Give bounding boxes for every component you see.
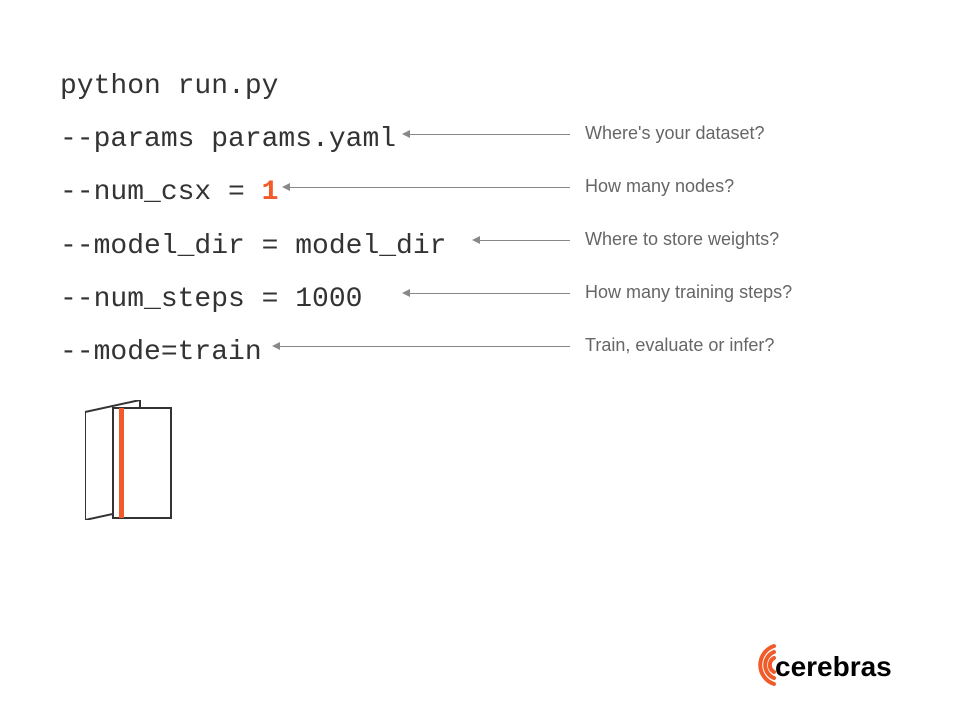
arrow-head-a3	[472, 236, 480, 244]
arrow-head-a2	[282, 183, 290, 191]
code-line-1: python run.py	[60, 60, 446, 113]
annotation-a2: How many nodes?	[585, 176, 734, 197]
code-line-5: --num_steps = 1000	[60, 273, 446, 326]
arrow-head-a5	[272, 342, 280, 350]
annotation-a4: How many training steps?	[585, 282, 792, 303]
cerebras-logo: cerebras	[740, 640, 920, 690]
annotation-a1: Where's your dataset?	[585, 123, 765, 144]
arrow-head-a4	[402, 289, 410, 297]
arrow-line-a5	[280, 346, 570, 347]
card-icon	[85, 400, 175, 520]
code-line-2: --params params.yaml	[60, 113, 446, 166]
arrow-line-a4	[410, 293, 570, 294]
code-line-3-highlight: 1	[262, 177, 279, 208]
logo-text: cerebras	[775, 651, 892, 682]
code-block: python run.py --params params.yaml --num…	[60, 60, 446, 379]
arrow-head-a1	[402, 130, 410, 138]
code-line-3-prefix: --num_csx =	[60, 177, 262, 208]
arrow-line-a1	[410, 134, 570, 135]
annotation-a3: Where to store weights?	[585, 229, 779, 250]
arrow-line-a3	[480, 240, 570, 241]
code-line-3: --num_csx = 1	[60, 166, 446, 219]
code-line-4: --model_dir = model_dir	[60, 220, 446, 273]
arrow-line-a2	[290, 187, 570, 188]
annotation-a5: Train, evaluate or infer?	[585, 335, 774, 356]
code-line-6: --mode=train	[60, 326, 446, 379]
